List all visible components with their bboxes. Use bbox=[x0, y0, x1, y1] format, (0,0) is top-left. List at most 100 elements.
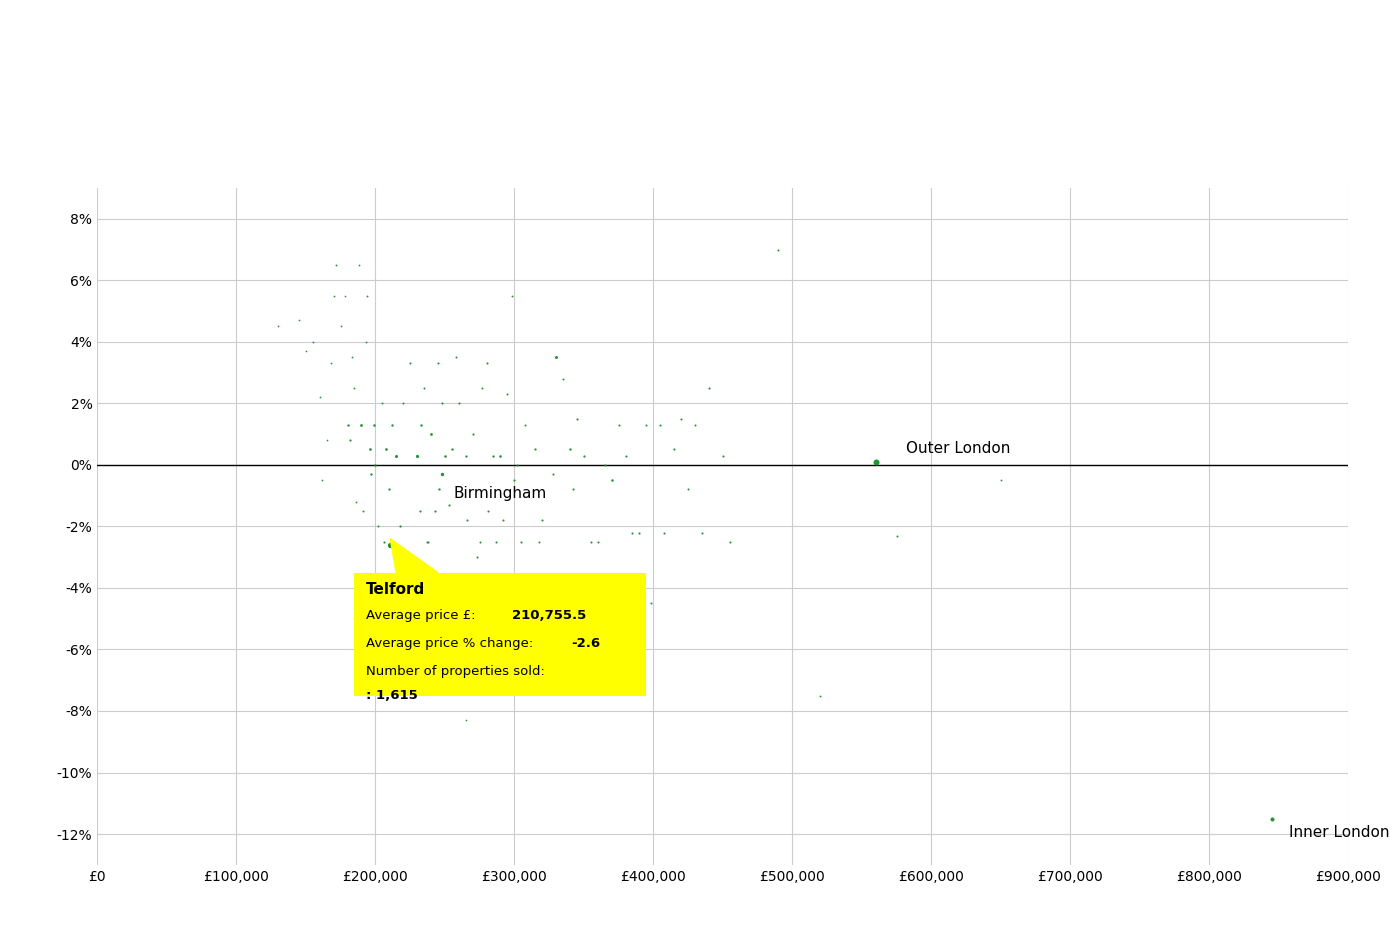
Point bbox=[424, 504, 446, 519]
Point bbox=[375, 442, 398, 457]
Point bbox=[364, 458, 386, 473]
Point bbox=[538, 596, 560, 611]
Point bbox=[607, 417, 630, 432]
Text: Telford: Telford bbox=[366, 582, 425, 597]
Point bbox=[410, 417, 432, 432]
Point bbox=[552, 371, 574, 386]
Point bbox=[580, 534, 602, 549]
Point bbox=[399, 356, 421, 371]
Text: Average price % change:: Average price % change: bbox=[366, 637, 537, 650]
Point bbox=[431, 466, 453, 481]
Point bbox=[448, 396, 470, 411]
Point bbox=[350, 417, 373, 432]
Point bbox=[712, 448, 734, 463]
Point bbox=[402, 565, 424, 580]
Point bbox=[468, 534, 491, 549]
Point bbox=[325, 258, 348, 273]
Point bbox=[389, 519, 411, 534]
Point bbox=[341, 350, 363, 365]
Point bbox=[767, 242, 790, 257]
Point bbox=[531, 512, 553, 527]
Point bbox=[809, 688, 831, 703]
Point bbox=[496, 386, 518, 401]
Point bbox=[684, 417, 706, 432]
Point bbox=[653, 525, 676, 540]
Point bbox=[395, 550, 417, 565]
Point bbox=[719, 534, 741, 549]
Point bbox=[489, 448, 512, 463]
Text: Outer London: Outer London bbox=[906, 441, 1011, 456]
Point bbox=[295, 343, 317, 358]
Point bbox=[524, 442, 546, 457]
Polygon shape bbox=[391, 539, 438, 572]
Point bbox=[339, 432, 361, 447]
Point bbox=[302, 335, 324, 350]
Point bbox=[348, 258, 370, 273]
Point bbox=[517, 580, 539, 595]
Point bbox=[385, 448, 407, 463]
Point bbox=[649, 417, 671, 432]
Point bbox=[485, 534, 507, 549]
Point bbox=[356, 289, 378, 304]
Text: -2.6: -2.6 bbox=[571, 637, 600, 650]
Text: Inner London: Inner London bbox=[1289, 824, 1389, 839]
Point bbox=[388, 550, 410, 565]
Point bbox=[431, 396, 453, 411]
Point bbox=[379, 538, 402, 553]
Point bbox=[670, 411, 692, 426]
Point bbox=[621, 525, 644, 540]
Point bbox=[345, 494, 367, 509]
Point bbox=[413, 381, 435, 396]
Text: Birmingham: Birmingham bbox=[453, 486, 546, 501]
Point bbox=[492, 512, 514, 527]
Point bbox=[545, 350, 567, 365]
Point bbox=[506, 458, 528, 473]
Text: 210,755.5: 210,755.5 bbox=[512, 609, 585, 622]
Point bbox=[416, 534, 438, 549]
Point bbox=[542, 466, 564, 481]
Point bbox=[427, 356, 449, 371]
Point bbox=[445, 350, 467, 365]
Point bbox=[354, 335, 377, 350]
Point bbox=[379, 538, 402, 553]
Point bbox=[420, 427, 442, 442]
Point bbox=[566, 411, 588, 426]
Point bbox=[482, 448, 505, 463]
Point bbox=[639, 596, 662, 611]
Point bbox=[528, 534, 550, 549]
Point bbox=[885, 528, 908, 543]
Point bbox=[628, 525, 651, 540]
Point bbox=[663, 442, 685, 457]
Point bbox=[471, 381, 493, 396]
Bar bbox=[354, 572, 646, 696]
Point bbox=[594, 458, 616, 473]
Point bbox=[417, 534, 439, 549]
Point bbox=[503, 473, 525, 488]
Point bbox=[559, 442, 581, 457]
Point bbox=[698, 381, 720, 396]
Point bbox=[267, 319, 289, 334]
Point bbox=[635, 417, 657, 432]
Point bbox=[322, 289, 345, 304]
Point bbox=[677, 482, 699, 497]
Point bbox=[456, 512, 478, 527]
Point bbox=[379, 538, 402, 553]
Point bbox=[455, 713, 477, 728]
Point bbox=[990, 473, 1012, 488]
Point bbox=[378, 482, 400, 497]
Point bbox=[461, 427, 484, 442]
Point bbox=[373, 534, 395, 549]
Text: Number of properties sold:: Number of properties sold: bbox=[366, 665, 545, 678]
Point bbox=[367, 519, 389, 534]
Point bbox=[510, 534, 532, 549]
Point bbox=[392, 396, 414, 411]
Point bbox=[573, 448, 595, 463]
Point bbox=[438, 497, 460, 512]
Point bbox=[691, 525, 713, 540]
Point bbox=[1261, 811, 1283, 826]
Point bbox=[477, 504, 499, 519]
Point bbox=[409, 504, 431, 519]
Point bbox=[466, 550, 488, 565]
Point bbox=[316, 432, 338, 447]
Point bbox=[311, 473, 334, 488]
